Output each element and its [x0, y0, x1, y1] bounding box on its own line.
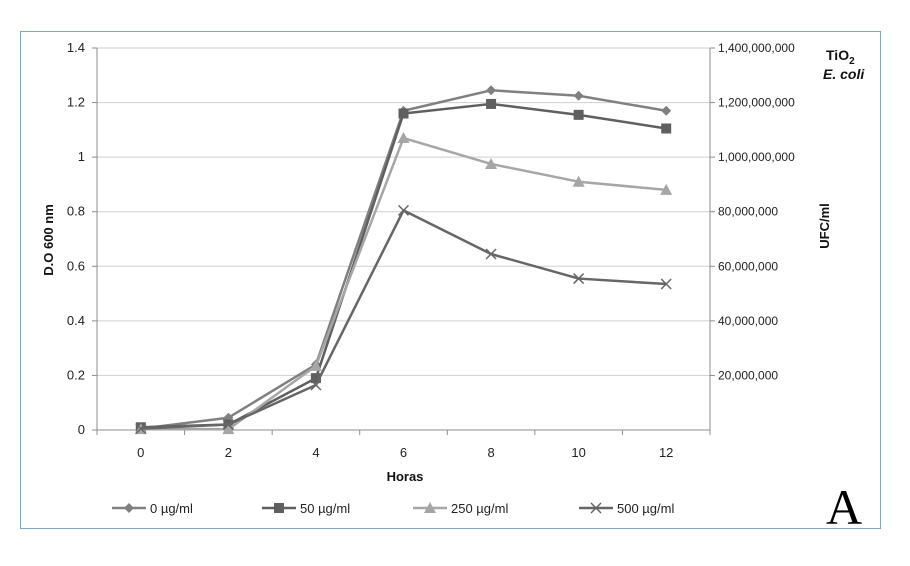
x-tick-label: 4: [312, 445, 319, 460]
data-point: [397, 132, 410, 144]
legend-item: 0 µg/ml: [112, 501, 193, 516]
data-point: [398, 108, 409, 119]
series-group: [134, 85, 673, 435]
y2-tick-label: 20,000,000: [718, 368, 778, 382]
grid-lines: [96, 47, 711, 431]
y2-axis-title: UFC/ml: [817, 203, 832, 249]
x-axis-title: Horas: [387, 469, 424, 484]
series-line: [140, 102, 667, 429]
data-point: [661, 105, 672, 116]
series-triangle: [134, 132, 673, 435]
x-tick-label: 0: [137, 445, 144, 460]
series-line: [140, 209, 667, 430]
panel-label: A: [826, 479, 862, 535]
legend-item: 250 µg/ml: [413, 501, 508, 516]
data-point: [573, 273, 585, 285]
data-point: [573, 109, 584, 120]
y-tick-label: 0.2: [67, 367, 85, 382]
series-x: [135, 204, 672, 435]
y-tick-label: 1: [78, 149, 85, 164]
data-point: [310, 379, 322, 391]
y2-tick-label: 1,000,000,000: [718, 150, 795, 164]
data-point: [660, 183, 673, 195]
data-point-stroke: [590, 502, 602, 514]
series-square: [135, 98, 672, 433]
y2-tick-label: 40,000,000: [718, 314, 778, 328]
data-point: [590, 502, 602, 514]
data-point: [424, 502, 436, 513]
legend: 0 µg/ml 50 µg/ml 250 µg/ml 500 µg/ml: [112, 501, 674, 516]
legend-label: 50 µg/ml: [300, 501, 350, 516]
chart-frame: [20, 31, 881, 529]
x-tick-label: 10: [571, 445, 585, 460]
x-tick-label: 12: [659, 445, 673, 460]
legend-item: 50 µg/ml: [262, 501, 350, 516]
y-tick-label: 0: [78, 422, 85, 437]
legend-label: 500 µg/ml: [617, 501, 674, 516]
data-point: [124, 503, 134, 513]
data-point: [486, 98, 497, 109]
data-point: [222, 419, 234, 431]
data-point-stroke: [310, 379, 322, 391]
y2-tick-label: 80,000,000: [718, 205, 778, 219]
data-point: [485, 157, 498, 169]
x-tick-label: 2: [225, 445, 232, 460]
data-point: [486, 85, 497, 96]
data-point: [485, 248, 497, 260]
data-point: [572, 175, 585, 187]
annotation-organism: E. coli: [823, 66, 865, 82]
data-point-stroke: [485, 248, 497, 260]
y2-tick-label: 60,000,000: [718, 259, 778, 273]
data-point: [661, 123, 672, 134]
y-axis-title: D.O 600 nm: [41, 204, 56, 276]
y2-axis-ticks: 20,000,000 40,000,000 60,000,000 80,000,000…: [710, 41, 795, 382]
data-point: [274, 503, 284, 513]
y2-tick-label: 1,200,000,000: [718, 96, 795, 110]
data-point: [309, 359, 322, 371]
legend-item: 500 µg/ml: [579, 501, 674, 516]
legend-label: 0 µg/ml: [150, 501, 193, 516]
y2-tick-label: 1,400,000,000: [718, 41, 795, 55]
data-point-stroke: [660, 278, 672, 290]
data-point: [310, 373, 321, 384]
x-tick-label: 8: [487, 445, 494, 460]
y-tick-label: 0.4: [67, 313, 85, 328]
y-tick-label: 0.8: [67, 204, 85, 219]
data-point: [660, 278, 672, 290]
data-point-stroke: [135, 423, 147, 435]
annotation-tio2: TiO2: [826, 47, 855, 67]
data-point: [573, 90, 584, 101]
data-point-stroke: [397, 204, 410, 216]
data-point-stroke: [222, 419, 234, 431]
series-line: [140, 136, 667, 431]
data-point-stroke: [573, 273, 585, 285]
x-tick-label: 6: [400, 445, 407, 460]
legend-label: 250 µg/ml: [451, 501, 508, 516]
y-axis-ticks: 0 0.2 0.4 0.6 0.8 1 1.2 1.4: [67, 40, 97, 437]
data-point: [135, 423, 147, 435]
y-tick-label: 1.4: [67, 40, 85, 55]
annotation-subscript: 2: [849, 56, 855, 67]
x-axis-ticks: 0 2 4 6 8 10 12: [96, 430, 711, 460]
data-point: [222, 423, 235, 435]
annotation-tio: TiO: [826, 47, 849, 63]
y-tick-label: 0.6: [67, 258, 85, 273]
y-tick-label: 1.2: [67, 95, 85, 110]
data-point: [397, 204, 410, 216]
